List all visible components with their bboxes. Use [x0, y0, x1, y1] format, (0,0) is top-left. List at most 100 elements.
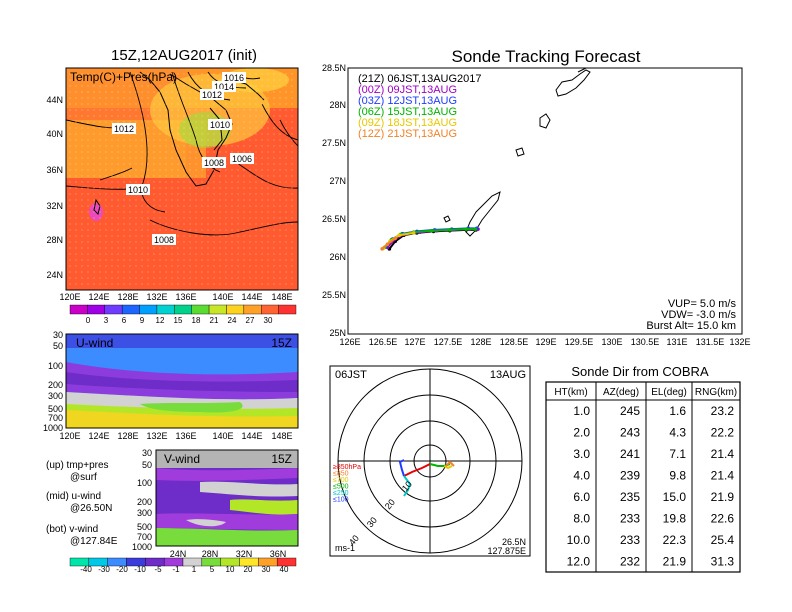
table-cell: 22.3 [663, 533, 687, 547]
table-cell: 7.1 [669, 447, 686, 461]
colorbar-segment [139, 304, 158, 315]
lat-tick: 32N [46, 201, 63, 211]
tracking-title: Sonde Tracking Forecast [452, 47, 641, 66]
polar-time: 06JST [335, 369, 367, 381]
tracking-map [347, 67, 743, 335]
isobar-labels: 1016 1014 1012 1012 1010 1010 1008 1006 … [112, 72, 254, 245]
track-point [411, 231, 416, 235]
pressure-legend-entry: ≤500 [333, 484, 349, 491]
table-cell: 233 [620, 512, 640, 526]
lon-tick: 127E [404, 337, 425, 347]
lon-tick: 124E [88, 431, 109, 441]
track-point [447, 228, 452, 232]
vwind-x-ticks: 24N 28N 32N 36N [170, 549, 287, 559]
lon-tick: 124E [88, 292, 109, 302]
colorbar-tick: 3 [104, 316, 109, 325]
lon-tick: 128E [470, 337, 491, 347]
wind-colorbar [69, 557, 297, 567]
lon-tick: 140E [212, 292, 233, 302]
track-point [385, 242, 390, 247]
table-cell: 9.8 [669, 469, 686, 483]
lon-tick: 144E [241, 431, 262, 441]
lat-tick: 25.5N [322, 290, 346, 300]
vdw-param: VDW= -3.0 m/s [661, 309, 736, 321]
pressure-tick: 50 [142, 460, 152, 470]
left-panel-title: 15Z,12AUG2017 (init) [111, 47, 257, 64]
map-lat-ticks: 44N 40N 36N 32N 28N 24N [46, 95, 63, 280]
pressure-tick: 1000 [132, 542, 152, 552]
table-cell: 23.2 [711, 404, 735, 418]
lon-tick: 144E [241, 292, 262, 302]
colorbar-segment [174, 304, 192, 315]
pressure-legend-entry: ≤850 [333, 471, 349, 478]
colorbar-segment [226, 304, 245, 315]
colorbar-tick: 6 [122, 316, 127, 325]
lat-tick: 28N [329, 100, 346, 110]
isobar-label: 1012 [114, 124, 134, 134]
colorbar-segment [208, 304, 227, 315]
pressure-tick: 100 [48, 361, 63, 371]
table-frame [545, 381, 741, 573]
note-line: @surf [70, 472, 97, 483]
temp-colorbar [69, 304, 297, 315]
lon-tick: 126E [339, 337, 360, 347]
lat-tick: 25N [329, 328, 346, 338]
polar-units: ms-1 [335, 543, 355, 553]
colorbar-tick: -5 [154, 565, 162, 574]
colorbar-tick: 1 [192, 565, 197, 574]
table-cell: 8.0 [573, 512, 590, 526]
colorbar-segment [156, 304, 175, 315]
note-line: (mid) u-wind [46, 491, 101, 502]
polar-pressure-legend: ≥850hPa≤850≤700≤500≤250≤100 [333, 464, 361, 504]
lon-tick: 131E [666, 337, 687, 347]
track-point [397, 233, 402, 237]
lat-tick: 28N [202, 549, 219, 559]
lat-tick: 28.5N [322, 63, 346, 73]
table-cell: 4.0 [573, 469, 590, 483]
polar-ring-labels: 10 20 30 40 [347, 479, 414, 547]
pressure-tick: 300 [137, 508, 152, 518]
lon-tick: 126.5E [369, 337, 398, 347]
lon-tick: 128E [117, 292, 138, 302]
lat-tick: 24N [170, 549, 187, 559]
pressure-tick: 700 [137, 532, 152, 542]
polar-lon: 127.875E [487, 546, 526, 556]
uwind-panel [65, 333, 299, 429]
table-cell: 239 [620, 469, 640, 483]
ring-label: 20 [383, 497, 397, 511]
pressure-tick: 1000 [43, 423, 63, 433]
table-cell: 241 [620, 447, 640, 461]
colorbar-tick: -40 [80, 565, 92, 574]
vwind-time: 15Z [271, 452, 292, 466]
vwind-label: V-wind [164, 452, 200, 466]
ring-label: 10 [400, 479, 414, 493]
lat-tick: 28N [46, 235, 63, 245]
pressure-tick: 50 [53, 341, 63, 351]
colorbar-segment [191, 304, 210, 315]
vwind-y-ticks: 30 50 100 200 300 500 700 1000 [132, 448, 152, 552]
map-lon-ticks: 120E 124E 128E 132E 136E 140E 144E 148E [59, 292, 292, 302]
table-cell: 245 [620, 404, 640, 418]
colorbar-segment [69, 304, 88, 315]
table-cell: 2.0 [573, 426, 590, 440]
colorbar-tick: 30 [262, 565, 271, 574]
table-cell: 19.8 [663, 512, 687, 526]
colorbar-tick: 0 [86, 316, 91, 325]
legend-entry: (12Z) 21JST,13AUG [358, 128, 457, 140]
lat-tick: 26N [329, 252, 346, 262]
lon-tick: 129.5E [565, 337, 594, 347]
polar-plot [329, 365, 531, 557]
lon-tick: 127.5E [434, 337, 463, 347]
isobar-label: 1016 [224, 73, 244, 83]
table-cell: 233 [620, 533, 640, 547]
temp-colorbar-ticks: 0 3 6 9 12 15 18 21 24 27 30 [86, 316, 273, 325]
pressure-tick: 200 [48, 380, 63, 390]
table-cell: 25.4 [711, 533, 735, 547]
colorbar-tick: 15 [174, 316, 183, 325]
colorbar-segment [276, 557, 297, 567]
pressure-legend-entry: ≥850hPa [333, 464, 361, 471]
uwind-label: U-wind [76, 336, 113, 350]
table-header-cell: AZ(deg) [603, 387, 639, 398]
isobar-label: 1010 [128, 185, 148, 195]
polar-date: 13AUG [490, 369, 526, 381]
